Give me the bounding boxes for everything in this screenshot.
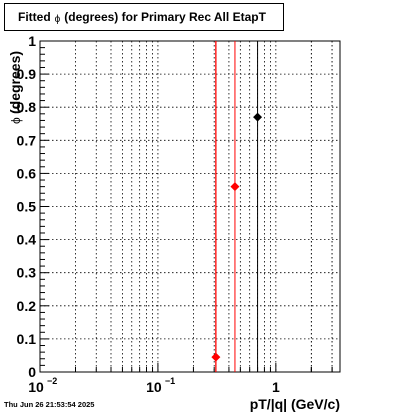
chart-title-prefix: Fitted: [18, 10, 51, 24]
y-tick-label: 0.9: [17, 66, 37, 82]
chart-title-box: Fitted ϕ (degrees) for Primary Rec All E…: [4, 3, 284, 31]
y-axis-title-text: (degrees): [7, 51, 23, 114]
x-tick-label: 1: [272, 379, 280, 395]
data-point: [230, 182, 240, 192]
x-tick-exponent: −2: [47, 376, 57, 386]
y-tick-label: 1: [28, 33, 36, 49]
phi-symbol: ϕ: [54, 13, 61, 25]
y-tick-label: 0.3: [17, 265, 37, 281]
y-axis-title: ϕ (degrees): [7, 51, 23, 124]
y-tick-label: 0: [28, 364, 36, 380]
plot-frame: [39, 40, 341, 373]
y-axis-title-symbol: ϕ: [9, 117, 23, 124]
x-axis-title: pT/|q| (GeV/c): [250, 396, 340, 412]
timestamp: Thu Jun 26 21:53:54 2025: [4, 400, 95, 409]
y-tick-label: 0.5: [17, 199, 37, 215]
y-tick-label: 0.7: [17, 132, 37, 148]
x-tick-label: 10: [146, 379, 162, 395]
data-point: [211, 352, 221, 362]
data-point: [253, 112, 263, 122]
x-tick-exponent: −1: [165, 376, 175, 386]
y-tick-label: 0.4: [17, 232, 37, 248]
x-tick-label: 10: [28, 379, 44, 395]
y-tick-label: 0.1: [17, 331, 37, 347]
y-tick-label: 0.6: [17, 165, 37, 181]
y-tick-label: 0.8: [17, 99, 37, 115]
y-tick-label: 0.2: [17, 298, 37, 314]
chart-title-suffix: (degrees) for Primary Rec All EtapT: [64, 10, 266, 24]
